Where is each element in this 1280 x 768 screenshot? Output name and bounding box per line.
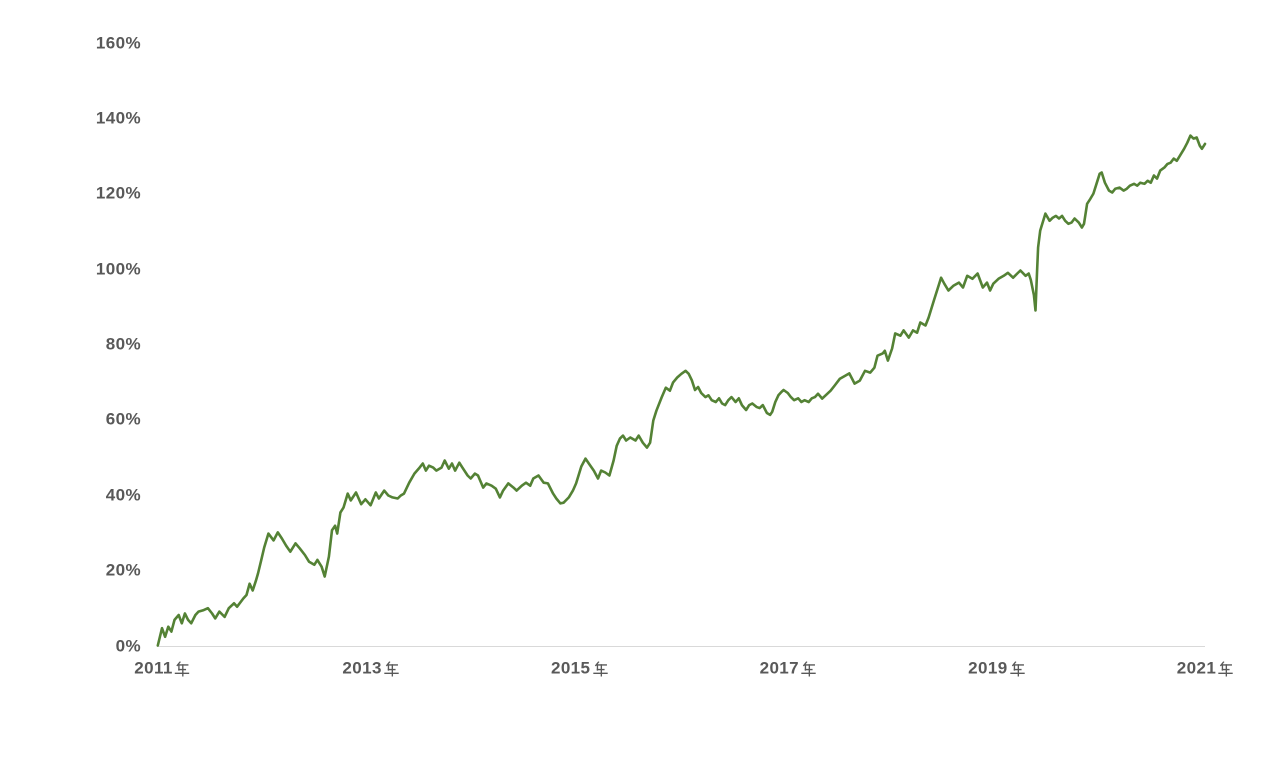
year-kanji-icon [384, 661, 399, 677]
x-axis-tick-label: 2013 [342, 660, 399, 677]
x-axis-tick-label: 2015 [551, 660, 608, 677]
y-axis-tick-label: 0% [115, 636, 141, 655]
y-axis-tick-label: 40% [105, 485, 141, 505]
series-line [156, 134, 1207, 647]
y-axis-tick-label: 140% [95, 108, 141, 128]
y-axis-tick-label: 100% [95, 259, 141, 279]
x-axis-tick-label: 2011 [134, 660, 190, 677]
year-kanji-icon [1218, 661, 1234, 677]
x-axis-tick-label: 2021 [1177, 660, 1234, 677]
y-axis-tick-label: 20% [105, 560, 141, 580]
year-kanji-icon [801, 661, 817, 677]
x-axis-tick-label: 2017 [760, 660, 817, 677]
y-axis-tick-label: 60% [105, 409, 141, 429]
year-kanji-icon [175, 661, 190, 677]
y-axis-tick-label: 80% [105, 334, 141, 354]
y-axis-tick-label: 120% [95, 183, 141, 203]
y-axis-tick-label: 160% [95, 33, 141, 52]
year-kanji-icon [1010, 661, 1025, 677]
x-axis-tick-label: 2019 [968, 660, 1025, 677]
year-kanji-icon [592, 661, 608, 677]
